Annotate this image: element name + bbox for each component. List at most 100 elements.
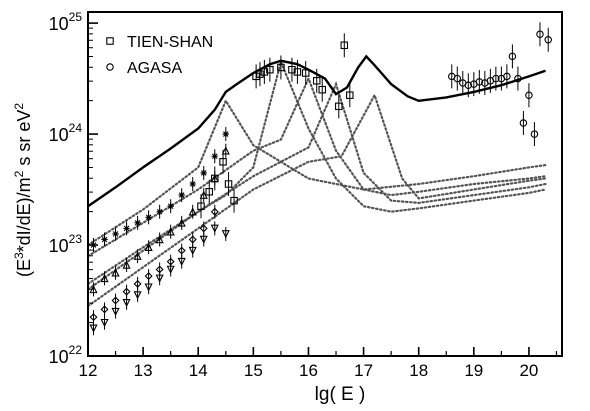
x-tick-label: 12: [79, 361, 98, 380]
y-tick-exponent: 24: [69, 121, 83, 135]
data-point: [122, 287, 131, 296]
x-tick-label: 17: [354, 361, 373, 380]
data-point: [210, 174, 219, 183]
data-point: [123, 225, 130, 232]
series-tien-shan: [197, 33, 354, 219]
data-point: [167, 202, 174, 210]
y-label-part: (E: [14, 259, 34, 277]
data-point: [144, 272, 153, 281]
component-curve-4: [86, 92, 547, 308]
data-point: [288, 65, 296, 74]
data-point: [318, 85, 326, 94]
data-point: [89, 324, 98, 333]
data-point: [222, 130, 229, 138]
legend-square-icon: [106, 37, 114, 45]
x-axis-label: lg( E ): [315, 384, 366, 405]
data-point: [210, 224, 219, 233]
data-point: [530, 130, 539, 138]
data-point: [177, 218, 186, 227]
data-point: [464, 81, 473, 89]
legend-circle-icon: [106, 63, 114, 71]
x-tick-label: 15: [244, 361, 263, 380]
data-point: [544, 35, 552, 44]
series-down-triangle: [89, 221, 230, 336]
data-point: [252, 72, 260, 81]
data-point: [221, 230, 230, 239]
y-label-sup: 3: [12, 252, 26, 259]
data-point: [112, 230, 119, 238]
y-label-sup: 2: [12, 170, 26, 177]
y-tick-label: 1022: [49, 343, 83, 367]
data-point: [166, 227, 175, 236]
plot-frame: [87, 11, 563, 357]
data-point: [156, 208, 163, 215]
data-point: [197, 202, 205, 210]
data-point: [312, 77, 321, 85]
x-axis: 12 13 14 15 16 17 18 19 20: [79, 347, 558, 380]
data-point: [189, 180, 196, 188]
data-point: [133, 251, 142, 260]
y-tick-label: 1023: [49, 232, 83, 256]
x-tick-label: 14: [189, 361, 208, 380]
data-point: [155, 274, 164, 283]
series-star: [90, 127, 229, 253]
y-tick-exponent: 22: [69, 343, 83, 357]
y-tick-base: 10: [49, 347, 69, 367]
data-point: [256, 70, 264, 78]
legend: TIEN-SHAN AGASA: [106, 34, 213, 77]
y-label-part: s sr eV: [14, 110, 34, 171]
x-tick-label: 20: [519, 361, 538, 380]
component-curve-5: [86, 98, 547, 247]
data-point: [100, 318, 109, 328]
x-tick-label: 13: [134, 361, 153, 380]
data-point: [340, 41, 349, 50]
data-point: [177, 246, 186, 255]
data-point: [199, 224, 208, 233]
data-point: [89, 313, 98, 322]
data-point: [277, 63, 285, 72]
series-agasa: [448, 22, 552, 147]
data-point: [100, 273, 109, 283]
component-curve-3: [86, 80, 547, 285]
y-tick-exponent: 23: [69, 232, 83, 246]
data-point: [346, 91, 354, 99]
data-point: [293, 68, 302, 76]
data-point: [230, 196, 238, 205]
data-point: [453, 74, 462, 83]
series-triangle: [89, 143, 230, 297]
data-point: [100, 305, 109, 314]
data-point: [178, 191, 185, 199]
y-label-part: *dI/dE)/m: [14, 177, 34, 252]
data-point: [221, 146, 230, 155]
data-point: [111, 268, 120, 277]
data-point: [111, 307, 120, 317]
y-tick-base: 10: [49, 125, 69, 145]
data-point: [122, 298, 131, 308]
data-point: [177, 257, 186, 267]
data-point: [205, 188, 214, 196]
data-point: [122, 260, 131, 269]
y-tick-label: 1025: [49, 10, 83, 34]
data-point: [301, 69, 310, 77]
y-tick-base: 10: [49, 236, 69, 256]
data-point: [525, 91, 533, 99]
y-tick-exponent: 25: [69, 10, 83, 24]
y-axis-label: (E3*dI/dE)/m2 s sr eV2: [12, 103, 34, 277]
data-point: [210, 207, 219, 216]
data-point: [199, 235, 208, 244]
data-point: [492, 74, 500, 83]
data-point: [475, 78, 484, 86]
data-point: [144, 242, 153, 252]
data-point: [335, 102, 343, 111]
data-point: [514, 74, 522, 83]
data-point: [144, 283, 153, 292]
data-point: [166, 265, 175, 274]
data-point: [188, 235, 197, 244]
data-point: [101, 236, 108, 243]
data-point: [224, 180, 233, 188]
data-point: [508, 52, 517, 61]
component-curve-2: [86, 75, 547, 258]
data-point: [145, 214, 152, 221]
data-point: [519, 119, 528, 127]
